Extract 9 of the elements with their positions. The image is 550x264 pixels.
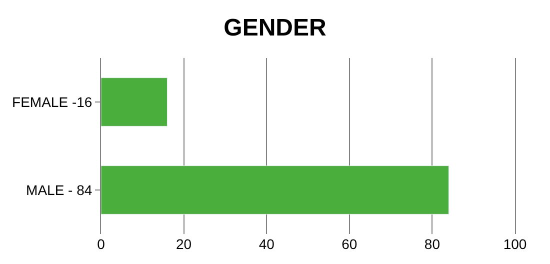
y-tick-label: MALE - 84 <box>26 182 92 198</box>
x-tick-label: 40 <box>258 236 275 252</box>
y-tick-label: FEMALE -16 <box>12 94 92 110</box>
x-tick-label: 60 <box>342 236 358 252</box>
x-tick-label: 0 <box>97 236 106 252</box>
x-tick-label: 20 <box>176 236 192 252</box>
chart-title: GENDER <box>224 14 326 42</box>
x-tick-label: 80 <box>424 236 440 252</box>
x-tick-label: 100 <box>503 236 527 252</box>
